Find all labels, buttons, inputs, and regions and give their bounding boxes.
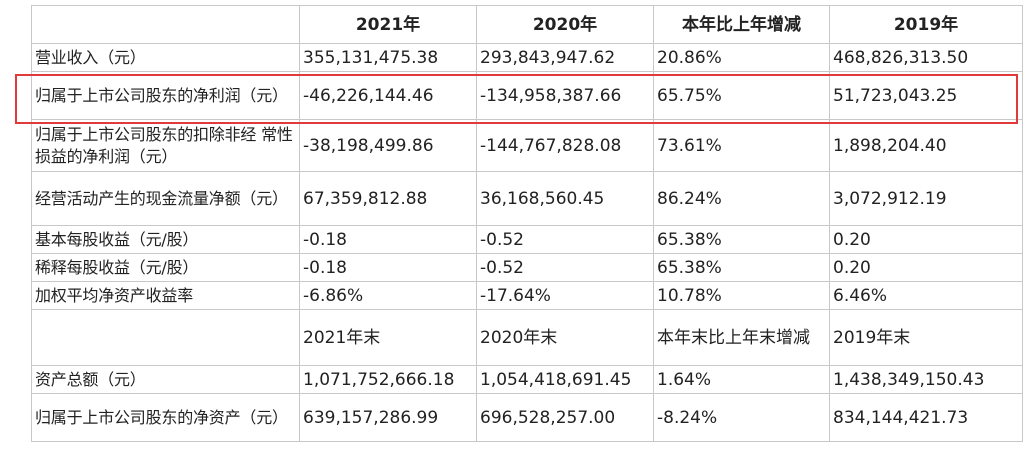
table-header-row: 2021年 2020年 本年比上年增减 2019年 — [31, 5, 1023, 44]
table-cell: 1,054,418,691.45 — [476, 365, 654, 394]
row-label: 归属于上市公司股东的净利润（元） — [31, 71, 300, 120]
table-cell: 6.46% — [829, 281, 1023, 310]
row-label: 基本每股收益（元/股） — [31, 225, 300, 254]
table-cell: 1,438,349,150.43 — [829, 365, 1023, 394]
table-cell: 65.38% — [653, 225, 830, 254]
table-cell: 293,843,947.62 — [476, 43, 654, 72]
row-label: 加权平均净资产收益率 — [31, 281, 300, 310]
table-row-highlighted: 归属于上市公司股东的净利润（元） -46,226,144.46 -134,958… — [31, 71, 1023, 120]
table-cell: -0.18 — [299, 225, 477, 254]
table-cell: 65.75% — [653, 71, 830, 120]
table-cell: 20.86% — [653, 43, 830, 72]
table-cell: 36,168,560.45 — [476, 171, 654, 226]
table-cell: 2020年末 — [476, 309, 654, 366]
row-label: 稀释每股收益（元/股） — [31, 253, 300, 282]
table-row: 营业收入（元） 355,131,475.38 293,843,947.62 20… — [31, 43, 1023, 72]
table-cell: 468,826,313.50 — [829, 43, 1023, 72]
table-cell: 51,723,043.25 — [829, 71, 1023, 120]
table-cell: 本年末比上年末增减 — [653, 309, 830, 366]
table-cell: 2019年末 — [829, 309, 1023, 366]
row-label: 经营活动产生的现金流量净额（元） — [31, 171, 300, 226]
table-cell: 65.38% — [653, 253, 830, 282]
table-cell: -17.64% — [476, 281, 654, 310]
table-cell: 67,359,812.88 — [299, 171, 477, 226]
table-cell: 73.61% — [653, 119, 830, 172]
table-row: 归属于上市公司股东的扣除非经 常性损益的净利润（元） -38,198,499.8… — [31, 119, 1023, 172]
table-cell: 1,071,752,666.18 — [299, 365, 477, 394]
table-cell: -0.18 — [299, 253, 477, 282]
table-cell: 696,528,257.00 — [476, 393, 654, 442]
header-cell-change: 本年比上年增减 — [653, 5, 830, 44]
header-cell-2019: 2019年 — [829, 5, 1023, 44]
table-cell: 1.64% — [653, 365, 830, 394]
row-label: 归属于上市公司股东的扣除非经 常性损益的净利润（元） — [31, 119, 300, 172]
table-subheader-row: 2021年末 2020年末 本年末比上年末增减 2019年末 — [31, 309, 1023, 366]
table-cell: 86.24% — [653, 171, 830, 226]
row-label: 资产总额（元） — [31, 365, 300, 394]
row-label: 营业收入（元） — [31, 43, 300, 72]
table-cell: -8.24% — [653, 393, 830, 442]
table-cell: -0.52 — [476, 253, 654, 282]
table-cell: -134,958,387.66 — [476, 71, 654, 120]
table-cell: 3,072,912.19 — [829, 171, 1023, 226]
table-cell: 0.20 — [829, 225, 1023, 254]
table-cell: -0.52 — [476, 225, 654, 254]
table-row: 加权平均净资产收益率 -6.86% -17.64% 10.78% 6.46% — [31, 281, 1023, 310]
table-cell: 0.20 — [829, 253, 1023, 282]
header-cell-empty — [31, 5, 300, 44]
table-cell: -38,198,499.86 — [299, 119, 477, 172]
header-cell-2021: 2021年 — [299, 5, 477, 44]
table-row: 经营活动产生的现金流量净额（元） 67,359,812.88 36,168,56… — [31, 171, 1023, 226]
table-row: 基本每股收益（元/股） -0.18 -0.52 65.38% 0.20 — [31, 225, 1023, 254]
table-cell: -6.86% — [299, 281, 477, 310]
table-row: 稀释每股收益（元/股） -0.18 -0.52 65.38% 0.20 — [31, 253, 1023, 282]
table-cell: -46,226,144.46 — [299, 71, 477, 120]
table-row: 归属于上市公司股东的净资产（元） 639,157,286.99 696,528,… — [31, 393, 1023, 442]
table-cell: 10.78% — [653, 281, 830, 310]
row-label: 归属于上市公司股东的净资产（元） — [31, 393, 300, 442]
table-cell: -144,767,828.08 — [476, 119, 654, 172]
row-label — [31, 309, 300, 366]
table-cell: 639,157,286.99 — [299, 393, 477, 442]
table-cell: 2021年末 — [299, 309, 477, 366]
table-row: 资产总额（元） 1,071,752,666.18 1,054,418,691.4… — [31, 365, 1023, 394]
financial-summary-table: 2021年 2020年 本年比上年增减 2019年 营业收入（元） 355,13… — [31, 5, 1023, 442]
table-cell: 355,131,475.38 — [299, 43, 477, 72]
table-cell: 834,144,421.73 — [829, 393, 1023, 442]
header-cell-2020: 2020年 — [476, 5, 654, 44]
table-cell: 1,898,204.40 — [829, 119, 1023, 172]
